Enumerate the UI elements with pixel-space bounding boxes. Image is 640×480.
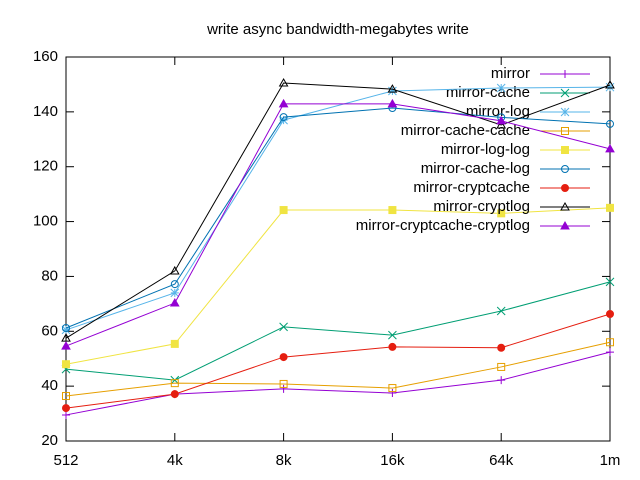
data-point [605,143,615,153]
data-point [496,306,506,316]
data-point [606,310,614,319]
data-point [497,376,506,385]
y-tick-label: 20 [41,432,58,449]
legend-label: mirror-log-log [441,141,530,158]
data-point [279,353,288,362]
data-point [170,280,179,289]
legend-label: mirror-cryptlog [433,198,530,215]
data-point [388,389,397,397]
data-point [170,390,179,399]
x-tick-label: 512 [53,452,78,469]
y-tick-label: 100 [33,213,58,230]
legend-marker [561,184,569,192]
series-line [65,86,611,331]
data-point [497,343,506,352]
data-point [388,86,397,96]
y-tick-label: 80 [41,267,58,284]
legend-label: mirror-cryptcache [413,179,530,196]
legend-marker [560,107,570,117]
x-tick-label: 8k [276,452,292,469]
legend-marker [560,220,570,230]
data-point [496,83,506,93]
data-point [170,379,179,388]
data-point [497,209,506,218]
data-point [279,379,288,388]
data-point [62,360,70,369]
data-point [279,384,288,393]
data-point [388,342,397,351]
series-line [65,207,611,365]
legend-marker [560,201,570,211]
data-point [388,330,397,340]
data-point [62,410,70,419]
data-point [387,84,398,93]
series-line [65,82,611,339]
data-point [497,362,506,371]
series-line [65,341,611,397]
data-point [279,206,288,215]
data-point [605,79,615,89]
x-tick-label: 1m [600,452,621,469]
legend-marker [561,146,569,154]
data-point [170,288,180,298]
chart-title: write async bandwidth-megabytes write [206,21,469,38]
series-line [65,351,611,416]
y-tick-label: 160 [33,48,58,65]
data-point [496,115,507,125]
legend-marker [560,88,570,98]
x-tick-label: 16k [380,452,405,469]
legend-marker [561,70,569,78]
legend-label: mirror-cryptcache-cryptlog [356,217,530,234]
x-tick-label: 64k [489,452,514,469]
data-point [170,339,179,348]
data-point [169,298,180,307]
data-point [388,384,397,393]
data-point [279,322,288,332]
data-point [496,120,507,129]
plot-border [65,56,611,442]
data-point [605,82,615,92]
y-tick-label: 40 [41,377,58,394]
data-point [62,404,70,413]
data-point [61,325,71,335]
data-point [605,277,615,287]
legend-label: mirror-cache [446,84,530,101]
data-point [62,323,70,332]
series-line [65,313,611,409]
data-point [169,265,180,275]
series-line [65,281,611,381]
series-line [65,103,611,347]
data-point [62,392,70,401]
legend-label: mirror-cache-cache [401,122,530,139]
y-tick-label: 120 [33,158,58,175]
data-point [606,348,614,357]
data-point [61,341,71,350]
data-point [278,78,289,87]
x-tick-label: 4k [167,452,183,469]
y-tick-label: 140 [33,103,58,120]
data-point [279,113,288,122]
data-point [387,98,398,108]
data-point [606,203,614,212]
y-tick-label: 60 [41,322,58,339]
legend-label: mirror-cache-log [421,160,530,177]
data-point [388,206,397,215]
data-point [278,98,289,108]
legend-marker [561,165,569,173]
data-point [606,338,614,347]
legend-marker [561,127,569,135]
data-point [606,119,614,128]
legend-label: mirror [491,65,530,82]
